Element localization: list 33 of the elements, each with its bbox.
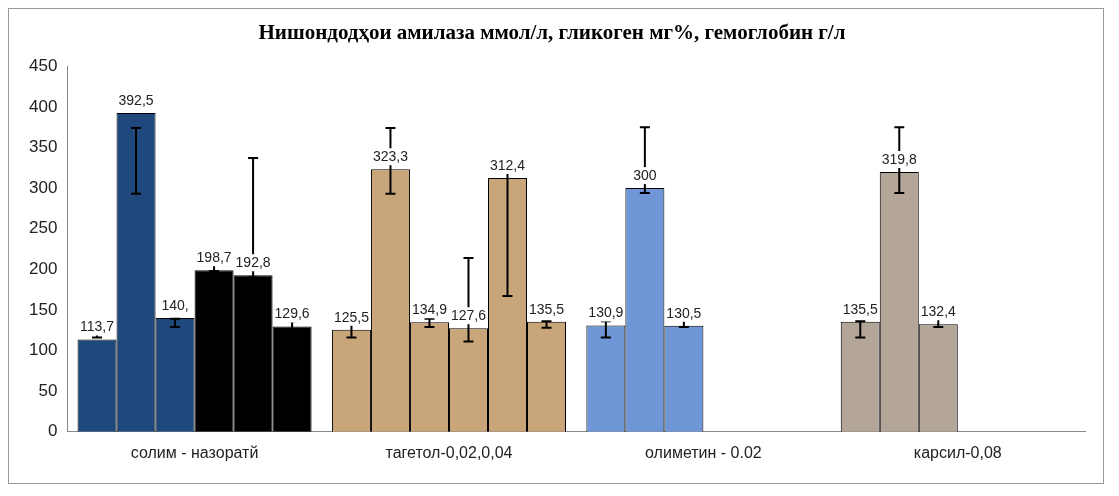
x-tick-label: карсил-0,08	[913, 443, 1002, 461]
y-tick-label: 100	[28, 340, 58, 360]
data-label: 129,6	[274, 305, 310, 322]
y-tick-label: 200	[28, 259, 58, 278]
data-label: 135,5	[842, 300, 878, 317]
data-label: 125,5	[333, 308, 370, 325]
data-label: 134,9	[411, 301, 448, 318]
x-tick-label: тагетол-0,02,0,04	[385, 443, 513, 461]
y-tick-label: 350	[28, 137, 58, 157]
data-label: 140,	[161, 296, 189, 313]
data-label: 132,4	[920, 303, 957, 320]
chart-title: Нишондодҳои амилаза ммол/л, гликоген мг%, гемоглобин г/л	[258, 20, 846, 45]
x-tick-label: олиметин - 0.02	[645, 443, 762, 461]
data-label: 113,7	[80, 318, 115, 335]
y-tick-label: 50	[38, 380, 58, 400]
data-label: 319,8	[881, 150, 918, 167]
data-label: 312,4	[489, 156, 526, 173]
y-tick-label: 450	[28, 55, 58, 75]
data-label: 130,9	[588, 304, 624, 321]
data-label: 130,5	[666, 304, 702, 321]
y-tick-label: 0	[47, 421, 58, 441]
y-tick-label: 400	[28, 96, 58, 116]
data-label: 192,8	[235, 254, 271, 271]
x-tick-label: солим - назоратй	[130, 443, 259, 461]
data-label: 198,7	[196, 249, 232, 266]
y-tick-label: 250	[28, 218, 58, 238]
y-tick-label: 300	[28, 177, 58, 197]
data-label: 300	[633, 166, 657, 183]
y-tick-label: 150	[28, 299, 58, 319]
data-label: 392,5	[118, 91, 154, 108]
data-label: 135,5	[528, 300, 565, 317]
data-label: 323,3	[372, 148, 409, 164]
data-label: 127,6	[450, 306, 487, 323]
